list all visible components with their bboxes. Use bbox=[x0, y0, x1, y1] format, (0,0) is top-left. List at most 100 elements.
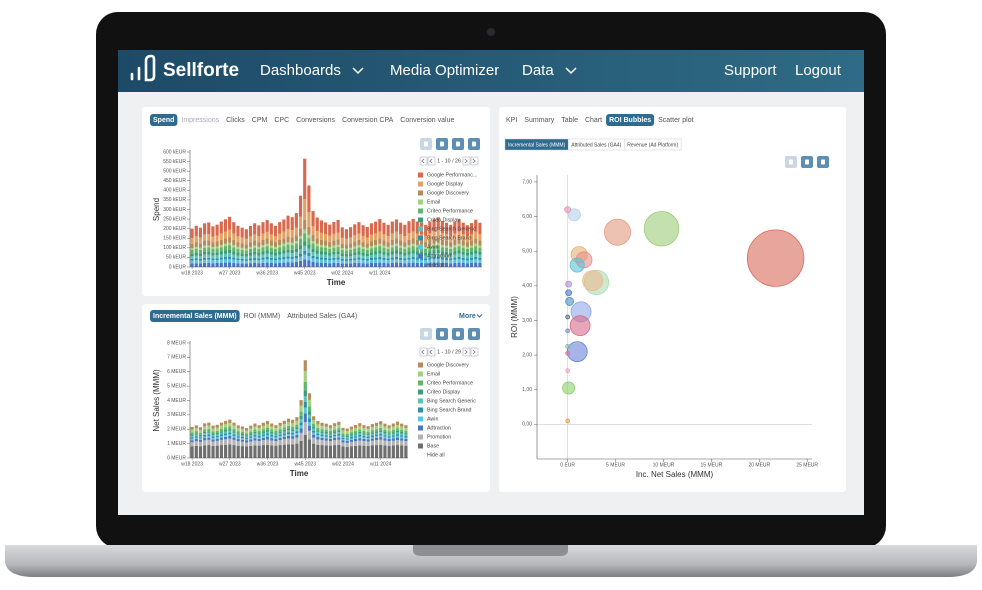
legend-label[interactable]: Bing Search Generic bbox=[427, 398, 476, 404]
legend-label[interactable]: Bing Search Generic bbox=[427, 226, 476, 232]
bubble[interactable] bbox=[565, 280, 573, 288]
bubble[interactable] bbox=[565, 350, 571, 356]
more-menu[interactable]: More bbox=[459, 313, 476, 320]
tab[interactable]: Spend bbox=[153, 117, 174, 124]
legend-label[interactable]: Criteo Display bbox=[427, 389, 460, 395]
bubble[interactable] bbox=[564, 206, 572, 214]
tab[interactable]: CPM bbox=[252, 117, 268, 124]
pager-button[interactable] bbox=[419, 156, 428, 166]
legend-swatch[interactable] bbox=[418, 443, 423, 449]
bar-segment bbox=[269, 251, 273, 255]
tab[interactable]: Chart bbox=[585, 117, 602, 124]
legend-label[interactable]: Promotion bbox=[427, 434, 451, 440]
tab[interactable]: Scatter plot bbox=[658, 117, 693, 124]
bubble[interactable] bbox=[565, 344, 571, 349]
pager-button[interactable] bbox=[427, 156, 436, 166]
bubble[interactable] bbox=[567, 208, 581, 222]
brand[interactable]: Sellforte bbox=[163, 60, 239, 81]
tab[interactable]: KPI bbox=[506, 117, 517, 124]
legend-swatch[interactable] bbox=[418, 244, 423, 250]
legend-label[interactable]: Adtraction bbox=[427, 425, 451, 431]
legend-swatch[interactable] bbox=[418, 190, 423, 196]
legend-swatch[interactable] bbox=[418, 181, 423, 187]
legend-label[interactable]: Email bbox=[427, 199, 440, 205]
subtab-bg[interactable] bbox=[624, 138, 682, 151]
bar-segment bbox=[428, 251, 432, 255]
legend-swatch[interactable] bbox=[418, 199, 423, 205]
pager-button[interactable] bbox=[427, 347, 436, 357]
legend-label[interactable]: Email bbox=[427, 371, 440, 377]
pager-button[interactable] bbox=[419, 347, 428, 357]
legend-swatch[interactable] bbox=[418, 407, 423, 413]
legend-label[interactable]: Google Discovery bbox=[427, 362, 469, 368]
subtab[interactable]: Revenue (Ad Platform) bbox=[627, 142, 678, 148]
nav-item[interactable]: Logout bbox=[795, 62, 842, 79]
tab[interactable]: Clicks bbox=[226, 117, 245, 124]
legend-label[interactable]: Criteo Display bbox=[427, 217, 460, 223]
tab[interactable]: Attributed Sales (GA4) bbox=[287, 313, 357, 320]
legend-swatch[interactable] bbox=[418, 226, 423, 232]
bar-segment bbox=[366, 428, 370, 432]
legend-label[interactable]: Awin bbox=[427, 244, 438, 250]
tab[interactable]: CPC bbox=[274, 117, 289, 124]
legend-swatch[interactable] bbox=[418, 362, 423, 368]
bubble[interactable] bbox=[565, 314, 571, 320]
pager-button[interactable] bbox=[470, 156, 479, 166]
legend-label[interactable]: Criteo Performance bbox=[427, 380, 473, 386]
legend-swatch[interactable] bbox=[418, 389, 423, 395]
bubble[interactable] bbox=[582, 270, 603, 292]
legend-label[interactable]: Base bbox=[427, 443, 439, 449]
legend-swatch[interactable] bbox=[418, 253, 423, 259]
bubble[interactable] bbox=[562, 381, 576, 395]
pager-button[interactable] bbox=[462, 156, 471, 166]
legend-swatch[interactable] bbox=[418, 235, 423, 241]
pager-button[interactable] bbox=[470, 347, 479, 357]
bubble[interactable] bbox=[643, 210, 680, 247]
nav-item[interactable]: Media Optimizer bbox=[390, 62, 499, 79]
legend-label[interactable]: Criteo Performance bbox=[427, 208, 473, 214]
legend-swatch[interactable] bbox=[418, 425, 423, 431]
hide-all[interactable]: Hide all bbox=[427, 452, 445, 458]
bubble[interactable] bbox=[569, 257, 585, 273]
legend-swatch[interactable] bbox=[418, 172, 423, 178]
bubble[interactable] bbox=[569, 315, 591, 337]
tab[interactable]: Incremental Sales (MMM) bbox=[153, 313, 237, 320]
bubble[interactable] bbox=[566, 341, 588, 363]
legend-label[interactable]: Adtraction bbox=[427, 253, 451, 259]
legend-label[interactable]: Awin bbox=[427, 416, 438, 422]
bubble[interactable] bbox=[565, 368, 571, 374]
bubble[interactable] bbox=[565, 297, 574, 306]
nav-item[interactable]: Data bbox=[522, 62, 554, 79]
tab[interactable]: Conversions bbox=[296, 117, 335, 124]
subtab[interactable]: Incremental Sales (MMM) bbox=[508, 142, 566, 148]
legend-swatch[interactable] bbox=[418, 380, 423, 386]
subtab[interactable]: Attributed Sales (GA4) bbox=[571, 142, 621, 148]
bubble[interactable] bbox=[604, 218, 631, 246]
bubble[interactable] bbox=[746, 229, 805, 287]
tab[interactable]: ROI (MMM) bbox=[244, 313, 281, 320]
legend-label[interactable]: Bing Search Brand bbox=[427, 407, 472, 413]
legend-swatch[interactable] bbox=[418, 371, 423, 377]
tab[interactable]: ROI Bubbles bbox=[609, 117, 651, 124]
nav-item[interactable]: Support bbox=[724, 62, 777, 79]
legend-swatch[interactable] bbox=[418, 217, 423, 223]
hide-all[interactable]: Hide all bbox=[427, 262, 445, 268]
bubble[interactable] bbox=[565, 289, 573, 297]
legend-swatch[interactable] bbox=[418, 398, 423, 404]
legend-swatch[interactable] bbox=[418, 208, 423, 214]
tab[interactable]: Impressions bbox=[181, 117, 219, 124]
tab[interactable]: Table bbox=[561, 117, 578, 124]
legend-label[interactable]: Bing Search Brand bbox=[427, 235, 472, 241]
tab[interactable]: Conversion value bbox=[400, 117, 454, 124]
tab[interactable]: Conversion CPA bbox=[342, 117, 394, 124]
legend-label[interactable]: Google Display bbox=[427, 181, 463, 187]
bubble[interactable] bbox=[565, 328, 571, 334]
nav-item[interactable]: Dashboards bbox=[260, 62, 341, 79]
legend-label[interactable]: Google Discovery bbox=[427, 190, 469, 196]
legend-swatch[interactable] bbox=[418, 434, 423, 440]
pager-button[interactable] bbox=[462, 347, 471, 357]
legend-label[interactable]: Google Performanc... bbox=[427, 172, 477, 178]
tab[interactable]: Summary bbox=[524, 117, 554, 124]
legend-swatch[interactable] bbox=[418, 416, 423, 422]
bubble[interactable] bbox=[565, 418, 571, 424]
